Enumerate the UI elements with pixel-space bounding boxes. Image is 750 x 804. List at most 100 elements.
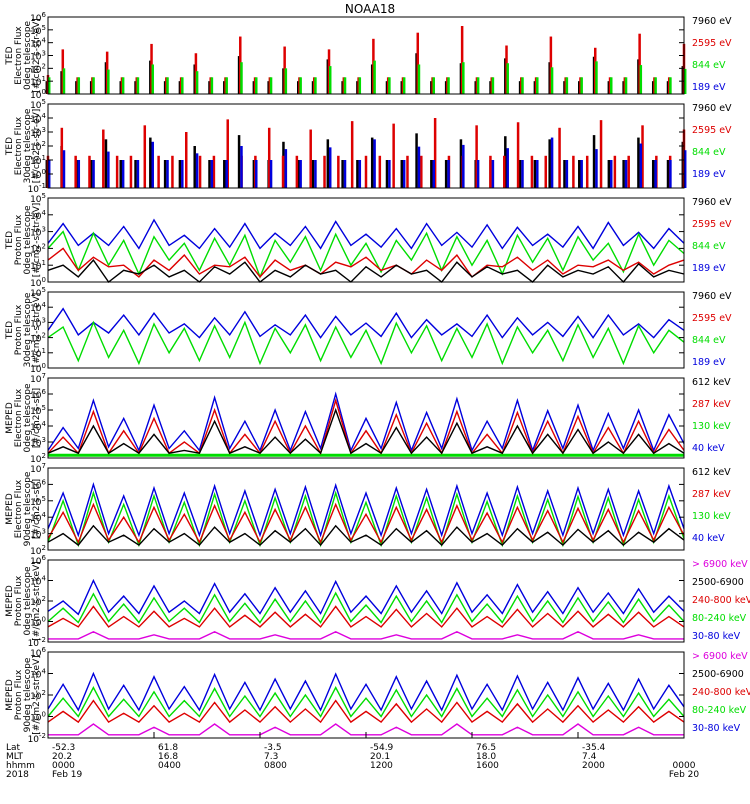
series-line-green	[47, 591, 685, 624]
y-tick-label: 106	[30, 478, 46, 491]
legend-entry: > 6900 keV	[692, 559, 748, 570]
panel-frame	[47, 559, 685, 643]
y-axis-label: MEPEDElectron Flux0deg telescope[#/cm2-s…	[5, 383, 42, 453]
y-tick-label: 100	[30, 616, 46, 629]
y-axis-label: TEDProton Flux30deg telescope[#/cm2-s-st…	[5, 292, 42, 367]
series-line-blue	[47, 578, 685, 616]
series-line-black	[47, 407, 685, 455]
series-line-red	[47, 699, 685, 724]
x-tick-label: -35.4	[582, 743, 606, 753]
y-tick-label: 101	[30, 259, 46, 272]
legend-entry: 2595 eV	[692, 38, 732, 49]
legend-entry: 844 eV	[692, 241, 726, 252]
x-row-label: 2018	[6, 770, 29, 780]
x-tick-label: 0000	[52, 761, 75, 771]
x-tick-label: 1200	[370, 761, 393, 771]
y-tick-label: 105	[30, 24, 46, 37]
series-black	[45, 53, 685, 94]
y-tick-label: 105	[30, 495, 46, 508]
x-tick-label: 2000	[582, 761, 605, 771]
series-line-green	[47, 320, 685, 366]
y-tick-label: 102	[30, 689, 46, 702]
y-tick-label: 104	[30, 301, 46, 314]
panel-frame	[47, 197, 685, 283]
series-line-green	[47, 490, 685, 548]
legend-entry: 844 eV	[692, 147, 726, 158]
y-tick-label: 106	[30, 554, 46, 567]
x-tick-label: 18.0	[476, 752, 496, 762]
y-tick-label: 102	[30, 544, 46, 557]
x-row-label: Lat	[6, 743, 21, 753]
y-axis-label: TEDElectron Flux30deg telescope[#/cm2-s-…	[5, 108, 42, 183]
legend-entry: 7960 eV	[692, 197, 732, 208]
x-tick-label: 20.2	[52, 752, 72, 762]
legend-entry: 7960 eV	[692, 291, 732, 302]
x-tick-label: 76.5	[476, 743, 496, 753]
y-tick-label: 104	[30, 420, 46, 433]
series-red	[46, 25, 686, 94]
legend-entry: 2500-6900	[692, 669, 744, 680]
y-tick-label: 100	[30, 88, 46, 101]
y-tick-label: 10-1	[28, 182, 46, 195]
legend-entry: 40 keV	[692, 533, 725, 544]
y-tick-label: 103	[30, 226, 46, 239]
panel-frame	[47, 651, 685, 739]
legend-entry: 844 eV	[692, 60, 726, 71]
legend-entry: 612 keV	[692, 377, 731, 388]
y-tick-label: 107	[30, 462, 46, 475]
y-axis-label: TEDElectron Flux0deg telescope[#/cm2-s-s…	[5, 18, 42, 93]
y-tick-label: 102	[30, 452, 46, 465]
x-tick-label: -3.5	[264, 743, 282, 753]
legend-entry: 189 eV	[692, 82, 726, 93]
y-axis-label: MEPEDElectron Flux90deg telescope[#/cm2-…	[5, 471, 42, 546]
x-tick-label: -54.9	[370, 743, 394, 753]
x-tick-label: 0400	[158, 761, 181, 771]
y-tick-label: 104	[30, 668, 46, 681]
series-line-red	[47, 247, 685, 278]
y-tick-label: 101	[30, 347, 46, 360]
x-tick-label: Feb 20	[669, 770, 700, 780]
legend-entry: 80-240 keV	[692, 613, 747, 624]
series-line-blue	[47, 307, 685, 339]
series-line-red	[47, 502, 685, 545]
legend-entry: 7960 eV	[692, 16, 732, 27]
legend-entry: 287 keV	[692, 489, 731, 500]
y-tick-label: 100	[30, 362, 46, 375]
series-line-blue	[47, 481, 685, 538]
series-line-black	[47, 258, 685, 284]
x-tick-label: 7.3	[264, 752, 278, 762]
x-row-label: MLT	[6, 752, 24, 762]
y-tick-label: 100	[30, 711, 46, 724]
series-line-green	[47, 230, 685, 279]
x-tick-label: -52.3	[52, 743, 75, 753]
y-tick-label: 101	[30, 75, 46, 88]
y-tick-label: 102	[30, 332, 46, 345]
chart-title: NOAA18	[345, 2, 395, 16]
series-blue	[47, 137, 687, 188]
legend-entry: 2595 eV	[692, 313, 732, 324]
y-tick-label: 102	[30, 140, 46, 153]
y-tick-label: 105	[30, 192, 46, 205]
legend-entry: 30-80 keV	[692, 631, 741, 642]
legend-entry: 287 keV	[692, 399, 731, 410]
y-tick-label: 104	[30, 37, 46, 50]
y-tick-label: 103	[30, 316, 46, 329]
y-tick-label: 105	[30, 286, 46, 299]
legend-entry: 80-240 keV	[692, 705, 747, 716]
y-tick-label: 103	[30, 126, 46, 139]
x-tick-label: 61.8	[158, 743, 178, 753]
series-line-blue	[47, 671, 685, 712]
panel-frame	[47, 377, 685, 459]
y-tick-label: 104	[30, 209, 46, 222]
y-tick-label: 100	[30, 276, 46, 289]
series-green	[47, 60, 687, 94]
series-line-blue	[47, 391, 685, 453]
legend-entry: 612 keV	[692, 467, 731, 478]
y-tick-label: 102	[30, 242, 46, 255]
x-tick-label: 7.4	[582, 752, 597, 762]
y-tick-label: 106	[30, 388, 46, 401]
